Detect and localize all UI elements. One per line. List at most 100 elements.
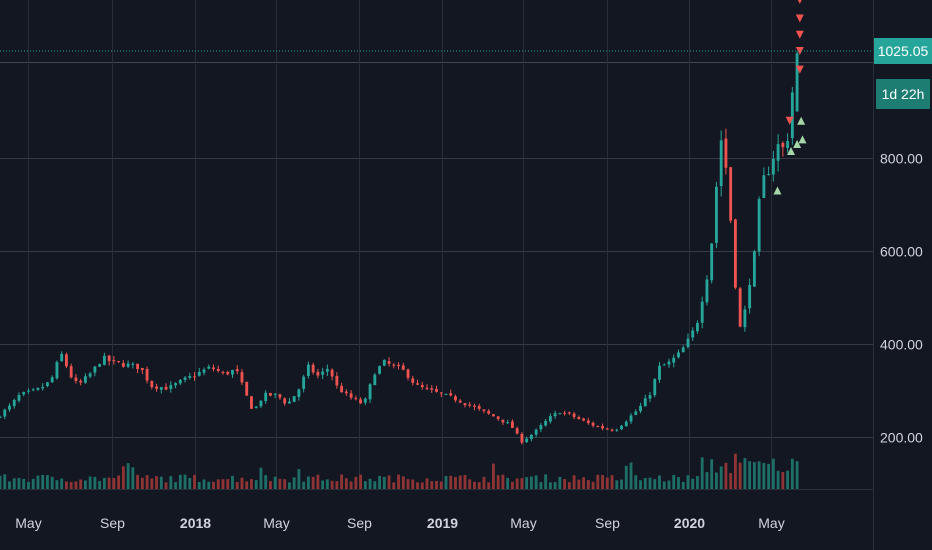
candle-body bbox=[36, 387, 40, 390]
volume-bar bbox=[677, 477, 680, 489]
candle-body bbox=[382, 359, 386, 366]
sell-signal-marker bbox=[795, 14, 804, 23]
candle-body bbox=[776, 144, 780, 161]
candle-body bbox=[93, 366, 97, 373]
candle-body bbox=[487, 410, 491, 414]
candle-body bbox=[795, 53, 799, 112]
candle-body bbox=[155, 386, 158, 389]
candle-body bbox=[254, 406, 258, 409]
candle-body bbox=[639, 405, 642, 412]
volume-bar bbox=[520, 478, 524, 489]
candle-body bbox=[401, 365, 405, 370]
volume-bar bbox=[335, 481, 339, 489]
candle-body bbox=[278, 394, 282, 398]
volume-bar bbox=[202, 479, 206, 489]
candle-body bbox=[12, 399, 16, 407]
candle-body bbox=[150, 381, 154, 388]
volume-bar bbox=[406, 479, 410, 489]
volume-bar bbox=[136, 474, 140, 489]
volume-bar bbox=[216, 479, 220, 489]
volume-bar bbox=[254, 480, 258, 489]
volume-bar bbox=[283, 479, 287, 489]
volume-bar bbox=[525, 477, 529, 489]
volume-bar bbox=[738, 462, 742, 489]
volume-bar bbox=[767, 463, 771, 489]
volume-bar bbox=[662, 481, 666, 489]
volume-bar bbox=[425, 478, 429, 489]
candle-body bbox=[544, 420, 548, 426]
candle-body bbox=[406, 369, 410, 378]
volume-bar bbox=[31, 478, 35, 489]
candle-body bbox=[506, 422, 510, 424]
candle-body bbox=[41, 386, 45, 389]
candle-body bbox=[420, 384, 424, 388]
candle-body bbox=[534, 429, 538, 435]
candle-body bbox=[662, 364, 666, 366]
candle-body bbox=[444, 393, 448, 395]
volume-bar bbox=[620, 479, 623, 489]
candle-body bbox=[311, 364, 315, 373]
candle-body bbox=[529, 434, 533, 440]
x-tick-label: Sep bbox=[595, 515, 620, 531]
candle-body bbox=[729, 167, 733, 221]
volume-bar bbox=[653, 479, 657, 489]
volume-bar bbox=[292, 477, 296, 489]
y-tick-label: 200.00 bbox=[880, 430, 923, 446]
volume-bar bbox=[306, 476, 310, 489]
volume-bar bbox=[482, 476, 486, 489]
volume-bar bbox=[496, 475, 500, 489]
buy-signal-marker bbox=[797, 116, 806, 125]
volume-bar bbox=[572, 475, 576, 489]
candle-body bbox=[306, 364, 310, 376]
volume-bar bbox=[363, 481, 367, 489]
candle-body bbox=[416, 383, 419, 385]
grid-lines bbox=[0, 0, 873, 489]
candle-body bbox=[724, 138, 728, 168]
volume-bar bbox=[88, 476, 92, 489]
candle-body bbox=[558, 413, 562, 415]
candle-body bbox=[27, 390, 30, 392]
candle-body bbox=[240, 372, 244, 383]
candle-body bbox=[439, 392, 443, 394]
volume-bar bbox=[22, 478, 26, 489]
buy-signal-marker bbox=[793, 140, 802, 149]
candle-body bbox=[212, 367, 215, 370]
volume-bar bbox=[269, 481, 272, 489]
candle-body bbox=[169, 385, 173, 389]
candle-body bbox=[653, 379, 657, 396]
volume-bar bbox=[615, 480, 619, 489]
candle-body bbox=[117, 360, 121, 362]
candle-body bbox=[88, 373, 92, 377]
sell-signal-marker bbox=[795, 30, 804, 39]
candle-body bbox=[605, 428, 609, 430]
volume-bar bbox=[212, 481, 215, 489]
candle-body bbox=[273, 393, 277, 395]
volume-bar bbox=[553, 482, 557, 489]
price-candles bbox=[0, 51, 799, 445]
candle-body bbox=[681, 347, 685, 353]
candle-body bbox=[624, 421, 628, 427]
volume-bar bbox=[548, 482, 552, 489]
candle-body bbox=[482, 409, 486, 411]
candle-body bbox=[202, 369, 206, 373]
volume-bar bbox=[245, 481, 249, 489]
volume-bar bbox=[140, 477, 144, 489]
candle-body bbox=[368, 384, 372, 400]
volume-bar bbox=[534, 475, 538, 489]
volume-bar bbox=[330, 480, 334, 489]
volume-bar bbox=[359, 474, 363, 489]
x-tick-label: May bbox=[758, 515, 784, 531]
candle-body bbox=[449, 393, 453, 396]
volume-bar bbox=[392, 482, 396, 489]
volume-bar bbox=[8, 481, 11, 489]
volume-bar bbox=[771, 458, 775, 489]
volume-bar bbox=[586, 480, 590, 489]
volume-bar bbox=[401, 476, 405, 489]
volume-bar bbox=[221, 479, 225, 489]
volume-bar bbox=[112, 477, 116, 489]
volume-bar bbox=[686, 475, 690, 489]
x-tick-label: May bbox=[15, 515, 41, 531]
volume-bar bbox=[264, 475, 268, 489]
candle-body bbox=[131, 363, 135, 365]
